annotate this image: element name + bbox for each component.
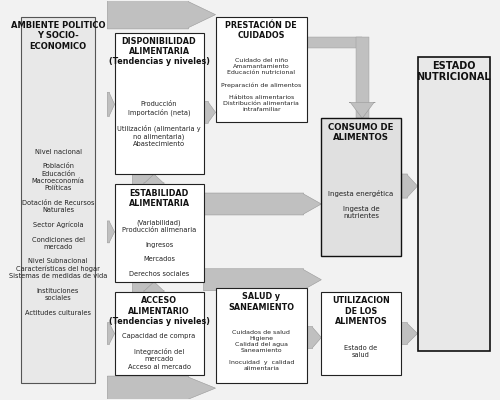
Bar: [114, 32, 204, 174]
Text: ESTADO
NUTRICIONAL: ESTADO NUTRICIONAL: [416, 61, 491, 82]
Text: (Variabilidad)
Producción alimenaria

Ingresos

Mercados

Derechos sociales: (Variabilidad) Producción alimenaria Ing…: [122, 220, 196, 277]
Bar: [216, 288, 307, 383]
Text: Cuidado del niño
Amamantamiento
Educación nutricional

Preparación de alimentos
: Cuidado del niño Amamantamiento Educació…: [221, 58, 302, 112]
Text: ESTABILIDAD
ALIMENTARIA: ESTABILIDAD ALIMENTARIA: [128, 189, 190, 208]
Polygon shape: [108, 322, 114, 344]
Bar: [114, 184, 204, 282]
Bar: [322, 118, 400, 256]
Polygon shape: [307, 326, 322, 348]
Bar: [114, 292, 204, 375]
Polygon shape: [349, 102, 376, 118]
Polygon shape: [400, 174, 417, 198]
Text: Estado de
salud: Estado de salud: [344, 345, 378, 358]
Text: Cuidados de salud
Higiene
Calidad del agua
Saneamiento

Inocuidad  y  calidad
al: Cuidados de salud Higiene Calidad del ag…: [228, 330, 294, 371]
Polygon shape: [108, 376, 216, 400]
Text: Capacidad de compra

Integración del
mercado
Acceso al mercado: Capacidad de compra Integración del merc…: [122, 333, 196, 370]
Polygon shape: [400, 322, 417, 344]
Text: CONSUMO DE
ALIMENTOS: CONSUMO DE ALIMENTOS: [328, 123, 394, 142]
Polygon shape: [144, 282, 164, 301]
Bar: [418, 56, 490, 352]
Text: SALUD y
SANEAMIENTO: SALUD y SANEAMIENTO: [228, 292, 294, 312]
Polygon shape: [108, 0, 216, 29]
Polygon shape: [108, 92, 114, 116]
Polygon shape: [204, 269, 322, 291]
Bar: [216, 17, 307, 122]
Bar: [307, 37, 362, 48]
Text: PRESTACIÓN DE
CUIDADOS: PRESTACIÓN DE CUIDADOS: [226, 22, 297, 40]
Text: Nivel nacional

Población
Educación
Macroeconomía
Políticas

Dotación de Recurso: Nivel nacional Población Educación Macro…: [9, 149, 107, 316]
Text: ACCESO
ALIMENTARIO
(Tendencias y niveles): ACCESO ALIMENTARIO (Tendencias y niveles…: [108, 296, 210, 326]
Text: UTILIZACION
DE LOS
ALIMENTOS: UTILIZACION DE LOS ALIMENTOS: [332, 296, 390, 326]
Polygon shape: [144, 174, 164, 193]
Text: DISPONIBILIDAD
ALIMENTARIA
(Tendencias y niveles): DISPONIBILIDAD ALIMENTARIA (Tendencias y…: [108, 37, 210, 66]
Text: Ingesta energética

Ingesta de
nutrientes: Ingesta energética Ingesta de nutrientes: [328, 190, 394, 219]
Polygon shape: [204, 101, 216, 123]
Text: AMBIENTE POLITICO
Y SOCIO-
ECONOMICO: AMBIENTE POLITICO Y SOCIO- ECONOMICO: [11, 22, 106, 50]
Bar: [21, 17, 96, 383]
Polygon shape: [132, 282, 152, 301]
Bar: [322, 292, 400, 375]
Polygon shape: [132, 174, 152, 193]
Polygon shape: [204, 193, 322, 215]
Polygon shape: [108, 221, 114, 243]
Bar: [356, 37, 369, 118]
Text: Producción
Importación (neta)

Utilización (alimentaria y
no alimentaria)
Abaste: Producción Importación (neta) Utilizació…: [117, 101, 201, 147]
